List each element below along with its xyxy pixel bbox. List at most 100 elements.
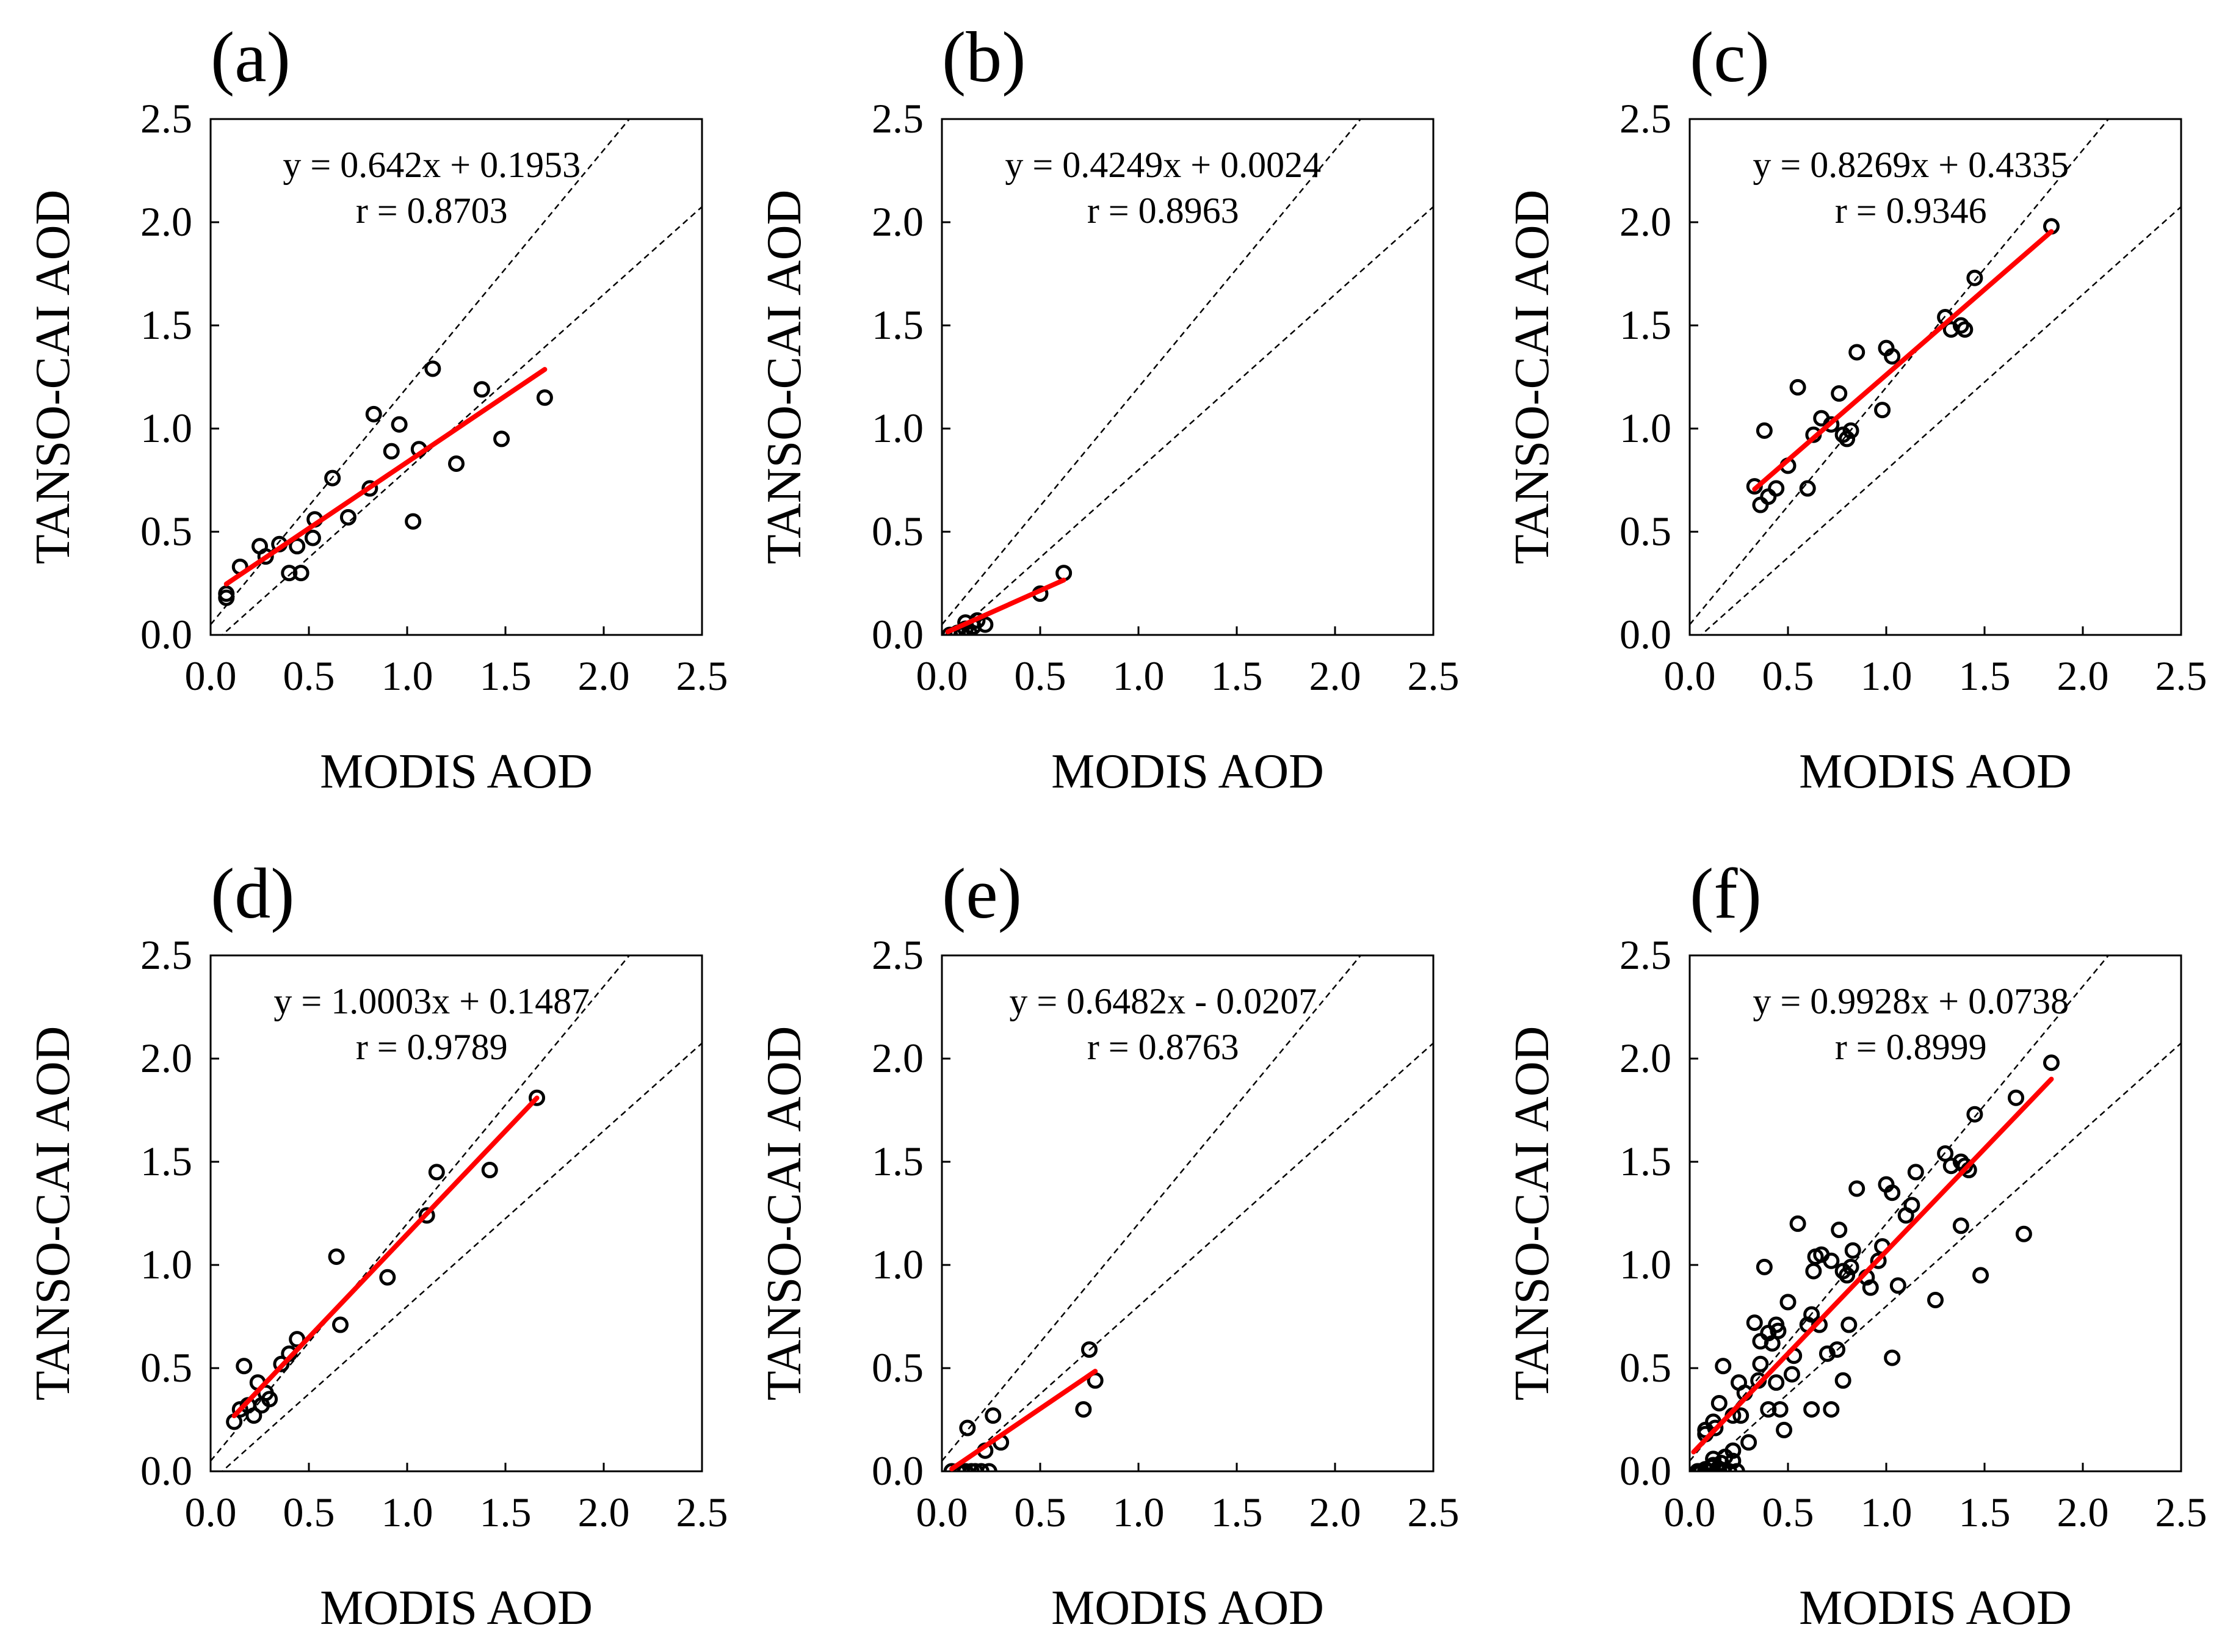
data-point [1823, 416, 1840, 433]
data-point [1952, 317, 1969, 334]
x-tick-label: 0.0 [916, 653, 968, 699]
data-point [1831, 1222, 1848, 1239]
data-point [1842, 1258, 1859, 1275]
data-point [1927, 1291, 1944, 1308]
y-tick-label: 0.5 [140, 508, 192, 554]
panel-label: (f) [1690, 853, 1762, 933]
envelope-line [211, 955, 631, 1462]
data-point [1771, 1401, 1789, 1418]
x-tick-label: 0.0 [185, 1489, 237, 1535]
y-axis-title: TANSO-CAI AOD [1505, 1026, 1559, 1401]
regression-line [231, 1095, 540, 1419]
y-tick-label: 1.0 [872, 405, 924, 451]
data-point [2015, 1225, 2032, 1242]
data-point [304, 529, 321, 546]
y-tick-label: 1.5 [140, 302, 192, 348]
x-axis-title: MODIS AOD [1799, 1581, 2072, 1635]
data-point [1699, 1463, 1716, 1471]
data-point [361, 480, 378, 497]
data-point [1783, 1366, 1800, 1383]
data-point [1746, 1314, 1763, 1331]
data-point [448, 455, 465, 472]
x-tick-label: 2.0 [2057, 653, 2109, 699]
y-tick-label: 2.5 [1619, 932, 1671, 978]
data-point [985, 1407, 1002, 1424]
data-point [1728, 1463, 1745, 1471]
data-point [1966, 269, 1983, 286]
y-tick-label: 0.5 [872, 1344, 924, 1391]
y-tick-label: 2.5 [872, 932, 924, 978]
panel-a: (a) 0.00.0 0.5 0.5 1.0 1.0 1.5 1.5 2.0 2.0 2.5 2.5 M… [26, 17, 728, 799]
y-tick-label: 1.5 [872, 302, 924, 348]
data-point [1760, 488, 1777, 505]
correlation-coefficient: r = 0.8763 [1087, 1027, 1239, 1067]
x-tick-label: 2.0 [578, 1489, 630, 1535]
data-point [1972, 1267, 1989, 1284]
panel-c: (c) 0.00.0 0.5 0.5 1.0 1.0 1.5 1.5 2.0 2.0 2.5 2.5 M… [1505, 17, 2207, 799]
data-point [1789, 1215, 1806, 1232]
correlation-coefficient: r = 0.9789 [356, 1027, 508, 1067]
data-point [379, 1269, 396, 1286]
x-tick-label: 0.0 [916, 1489, 968, 1535]
panel-label: (c) [1690, 17, 1770, 97]
data-point [424, 360, 441, 377]
data-point [365, 405, 382, 422]
y-tick-label: 2.5 [140, 932, 192, 978]
data-point [245, 1407, 262, 1424]
data-point [1799, 480, 1816, 497]
y-axis-title: TANSO-CAI AOD [1505, 190, 1559, 565]
x-tick-label: 1.5 [1211, 653, 1263, 699]
correlation-coefficient: r = 0.8963 [1087, 190, 1239, 231]
y-tick-label: 2.0 [140, 1035, 192, 1081]
data-point [1834, 1263, 1851, 1280]
regression-line [223, 367, 548, 587]
x-axis-title: MODIS AOD [1799, 745, 2072, 799]
data-point [1884, 1349, 1901, 1366]
data-point [257, 548, 274, 565]
data-point [967, 1463, 984, 1471]
x-axis-title: MODIS AOD [320, 745, 593, 799]
y-axis-title: TANSO-CAI AOD [26, 1026, 80, 1401]
envelope-line [1700, 206, 2181, 635]
y-tick-label: 1.0 [1619, 405, 1671, 451]
data-point [1839, 1267, 1856, 1284]
x-tick-label: 0.5 [1015, 653, 1066, 699]
regression-equation: y = 0.9928x + 0.0738 [1753, 981, 2069, 1021]
data-point [1823, 1252, 1840, 1269]
data-point [1956, 321, 1974, 338]
data-point [1889, 1277, 1906, 1294]
data-point [1823, 1401, 1840, 1418]
panel-label: (b) [942, 17, 1026, 97]
data-point [218, 589, 235, 606]
envelope-line [1690, 955, 2110, 1462]
regression-equation: y = 0.8269x + 0.4335 [1753, 145, 2069, 185]
data-point [1756, 422, 1773, 439]
data-point [1779, 1294, 1797, 1311]
data-point [1818, 1345, 1836, 1362]
x-axis-title: MODIS AOD [320, 1581, 593, 1635]
x-tick-label: 1.0 [1861, 1489, 1913, 1535]
x-tick-label: 2.5 [2155, 653, 2207, 699]
data-point [328, 1248, 345, 1265]
data-point [1715, 1358, 1732, 1375]
x-tick-label: 0.5 [283, 653, 335, 699]
y-tick-label: 0.5 [140, 1344, 192, 1391]
x-tick-label: 1.5 [1211, 1489, 1263, 1535]
data-point [231, 1401, 248, 1418]
y-tick-label: 2.0 [872, 1035, 924, 1081]
data-point [1884, 1184, 1901, 1201]
y-tick-label: 2.5 [140, 95, 192, 142]
x-tick-label: 2.0 [578, 653, 630, 699]
regression-line [1752, 229, 2054, 492]
data-point [1789, 379, 1806, 396]
data-point [1840, 1316, 1858, 1333]
regression-equation: y = 0.642x + 0.1953 [283, 145, 581, 185]
plot-frame [1688, 118, 2182, 636]
y-tick-label: 2.0 [140, 198, 192, 245]
data-point [391, 416, 408, 433]
plot-frame [209, 954, 703, 1473]
y-tick-label: 0.0 [1619, 611, 1671, 658]
data-point [1805, 1263, 1822, 1280]
data-point [1776, 1421, 1793, 1438]
data-point [1831, 385, 1848, 402]
